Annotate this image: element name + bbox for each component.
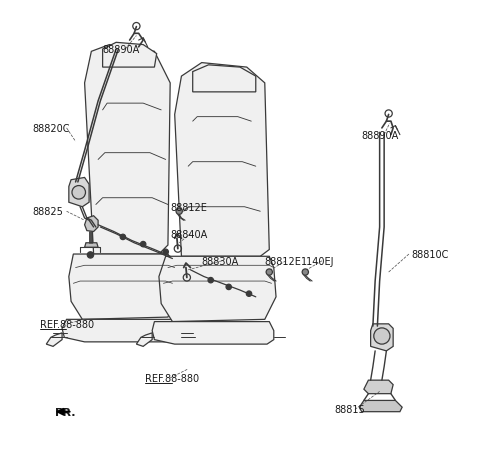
Polygon shape (192, 66, 256, 93)
Text: 88815: 88815 (335, 404, 365, 415)
Circle shape (246, 291, 252, 297)
Polygon shape (69, 178, 89, 207)
Polygon shape (84, 46, 170, 254)
Circle shape (163, 249, 168, 255)
Text: 88820C: 88820C (33, 124, 70, 134)
Text: 88812E: 88812E (170, 202, 207, 212)
Circle shape (141, 242, 146, 247)
Circle shape (87, 252, 94, 258)
Text: 88890A: 88890A (103, 45, 140, 55)
Circle shape (72, 186, 85, 200)
Polygon shape (159, 257, 276, 322)
Polygon shape (62, 320, 181, 342)
Polygon shape (69, 254, 177, 320)
Polygon shape (103, 43, 156, 68)
Polygon shape (364, 380, 393, 394)
Text: 88830A: 88830A (202, 256, 239, 266)
Polygon shape (136, 333, 152, 347)
Text: 88840A: 88840A (170, 229, 207, 239)
Text: 88890A: 88890A (361, 131, 399, 140)
Circle shape (266, 269, 273, 276)
Polygon shape (371, 324, 393, 351)
Circle shape (302, 269, 309, 276)
Text: FR.: FR. (55, 407, 76, 417)
Text: REF.88-880: REF.88-880 (145, 373, 200, 383)
Polygon shape (360, 400, 402, 412)
Text: 1140EJ: 1140EJ (301, 256, 334, 266)
Circle shape (176, 209, 182, 215)
Polygon shape (84, 216, 98, 232)
Polygon shape (152, 322, 274, 344)
Polygon shape (175, 63, 269, 257)
Circle shape (226, 284, 231, 290)
Text: REF.88-880: REF.88-880 (39, 319, 94, 329)
Polygon shape (84, 243, 98, 248)
Circle shape (120, 235, 126, 240)
Circle shape (208, 278, 214, 283)
Text: 88810C: 88810C (411, 249, 448, 259)
Text: 88825: 88825 (33, 207, 64, 217)
Text: 88812E: 88812E (265, 256, 301, 266)
Polygon shape (46, 333, 62, 347)
Circle shape (374, 328, 390, 344)
